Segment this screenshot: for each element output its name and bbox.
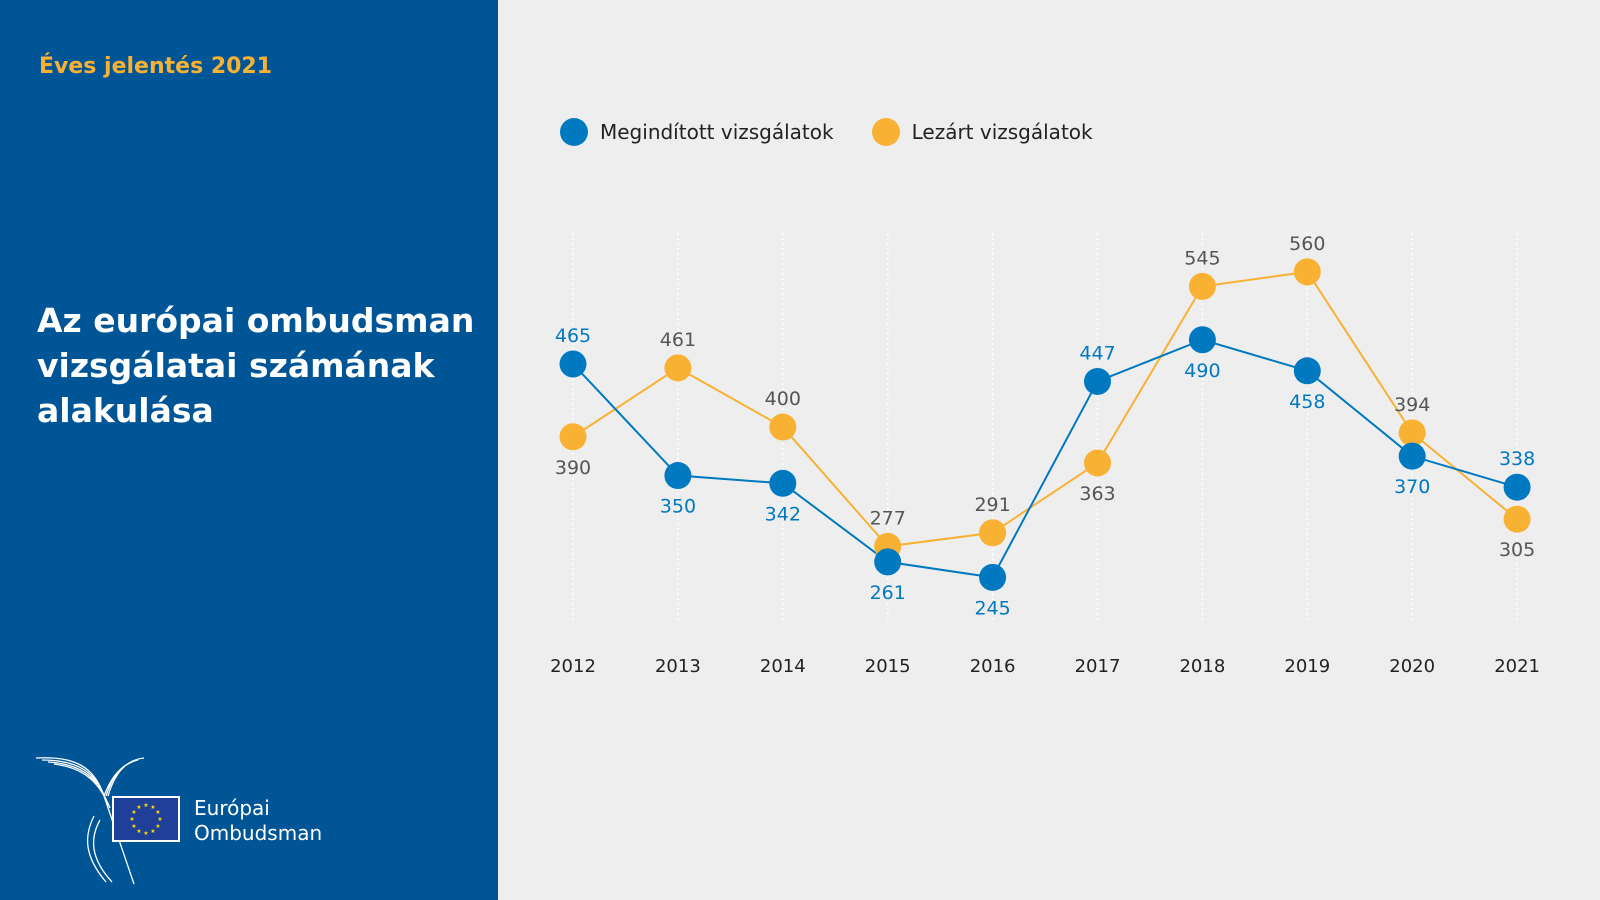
data-label: 261	[870, 582, 906, 604]
data-label: 461	[660, 329, 696, 351]
series-line	[572, 270, 1518, 548]
data-label: 277	[870, 507, 906, 529]
legend-label: Megindított vizsgálatok	[600, 120, 834, 144]
data-label: 305	[1499, 539, 1535, 561]
data-label: 390	[555, 457, 591, 479]
data-point	[1084, 367, 1111, 395]
data-point	[1503, 505, 1531, 533]
x-tick-label: 2016	[970, 656, 1016, 677]
data-label: 545	[1184, 247, 1220, 269]
data-label: 490	[1184, 360, 1220, 382]
side-panel: Éves jelentés 2021 Az európai ombudsman …	[0, 0, 498, 900]
data-label: 560	[1289, 233, 1325, 255]
data-point	[769, 469, 797, 497]
data-point	[979, 563, 1007, 591]
svg-text:★: ★	[143, 802, 148, 809]
svg-text:★: ★	[143, 830, 148, 837]
x-tick-label: 2015	[865, 656, 911, 677]
svg-text:★: ★	[131, 823, 136, 830]
data-label: 291	[974, 494, 1010, 516]
data-point	[1293, 258, 1321, 286]
svg-text:★: ★	[136, 828, 141, 835]
data-point	[559, 423, 587, 451]
data-label: 394	[1394, 394, 1430, 416]
data-point	[1503, 473, 1531, 501]
data-label: 350	[660, 496, 696, 518]
logo-line-2: Ombudsman	[194, 821, 323, 845]
data-label: 245	[974, 597, 1010, 619]
data-label: 465	[555, 325, 591, 347]
x-tick-label: 2018	[1179, 656, 1225, 677]
data-point	[769, 413, 797, 441]
svg-text:★: ★	[131, 809, 136, 816]
data-point	[874, 548, 902, 576]
data-label: 447	[1079, 342, 1115, 364]
data-point	[664, 354, 692, 382]
series-line	[572, 338, 1518, 579]
x-tick-label: 2013	[655, 656, 701, 677]
legend-dot-icon	[560, 118, 588, 146]
svg-text:★: ★	[136, 804, 141, 811]
data-point	[1188, 326, 1216, 354]
data-point	[979, 519, 1007, 547]
ombudsman-logo: ★ ★★★ ★★★★ ★★★★	[35, 757, 180, 885]
legend-label: Lezárt vizsgálatok	[911, 120, 1093, 144]
data-label: 458	[1289, 391, 1325, 413]
svg-text:★: ★	[157, 816, 162, 823]
logo-line-1: Európai	[194, 796, 270, 820]
data-point	[1398, 442, 1426, 470]
x-tick-label: 2019	[1284, 656, 1330, 677]
svg-text:★: ★	[129, 816, 134, 823]
logo-text: Európai Ombudsman	[194, 796, 322, 846]
x-tick-label: 2012	[550, 656, 596, 677]
data-point	[1398, 419, 1426, 447]
data-label: 342	[765, 503, 801, 525]
svg-text:★: ★	[155, 809, 160, 816]
page-title: Az európai ombudsman vizsgálatai számána…	[37, 301, 475, 430]
legend-item-opened: Megindított vizsgálatok	[560, 118, 834, 146]
x-tick-label: 2021	[1494, 656, 1540, 677]
svg-text:★: ★	[150, 828, 155, 835]
data-point	[664, 462, 692, 490]
data-label: 363	[1079, 483, 1115, 505]
legend-dot-icon	[871, 118, 900, 146]
svg-text:★: ★	[155, 823, 160, 830]
x-tick-label: 2017	[1075, 656, 1121, 677]
legend: Megindított vizsgálatok Lezárt vizsgálat…	[560, 118, 1131, 146]
legend-item-closed: Lezárt vizsgálatok	[871, 118, 1093, 146]
data-point	[1188, 272, 1216, 300]
line-chart: 2012 2013 2014 2015 2016 2017 2018 2019 2020 2021…	[550, 233, 1540, 677]
data-label: 338	[1499, 448, 1535, 470]
data-point	[559, 350, 587, 378]
svg-text:★: ★	[150, 804, 155, 811]
x-tick-label: 2020	[1389, 656, 1435, 677]
data-label: 400	[765, 388, 801, 410]
data-label: 370	[1394, 476, 1430, 498]
data-point	[1293, 357, 1321, 385]
report-label: Éves jelentés 2021	[39, 54, 273, 79]
data-point	[1084, 449, 1111, 477]
x-tick-label: 2014	[760, 656, 806, 677]
